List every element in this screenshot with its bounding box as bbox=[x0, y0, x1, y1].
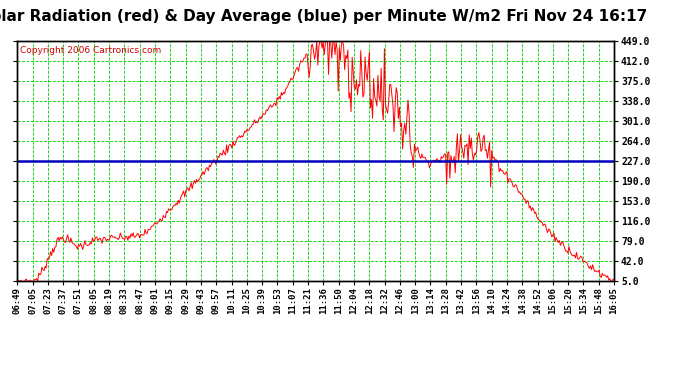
Text: Solar Radiation (red) & Day Average (blue) per Minute W/m2 Fri Nov 24 16:17: Solar Radiation (red) & Day Average (blu… bbox=[0, 9, 648, 24]
Text: Copyright 2006 Cartronics.com: Copyright 2006 Cartronics.com bbox=[20, 46, 161, 55]
